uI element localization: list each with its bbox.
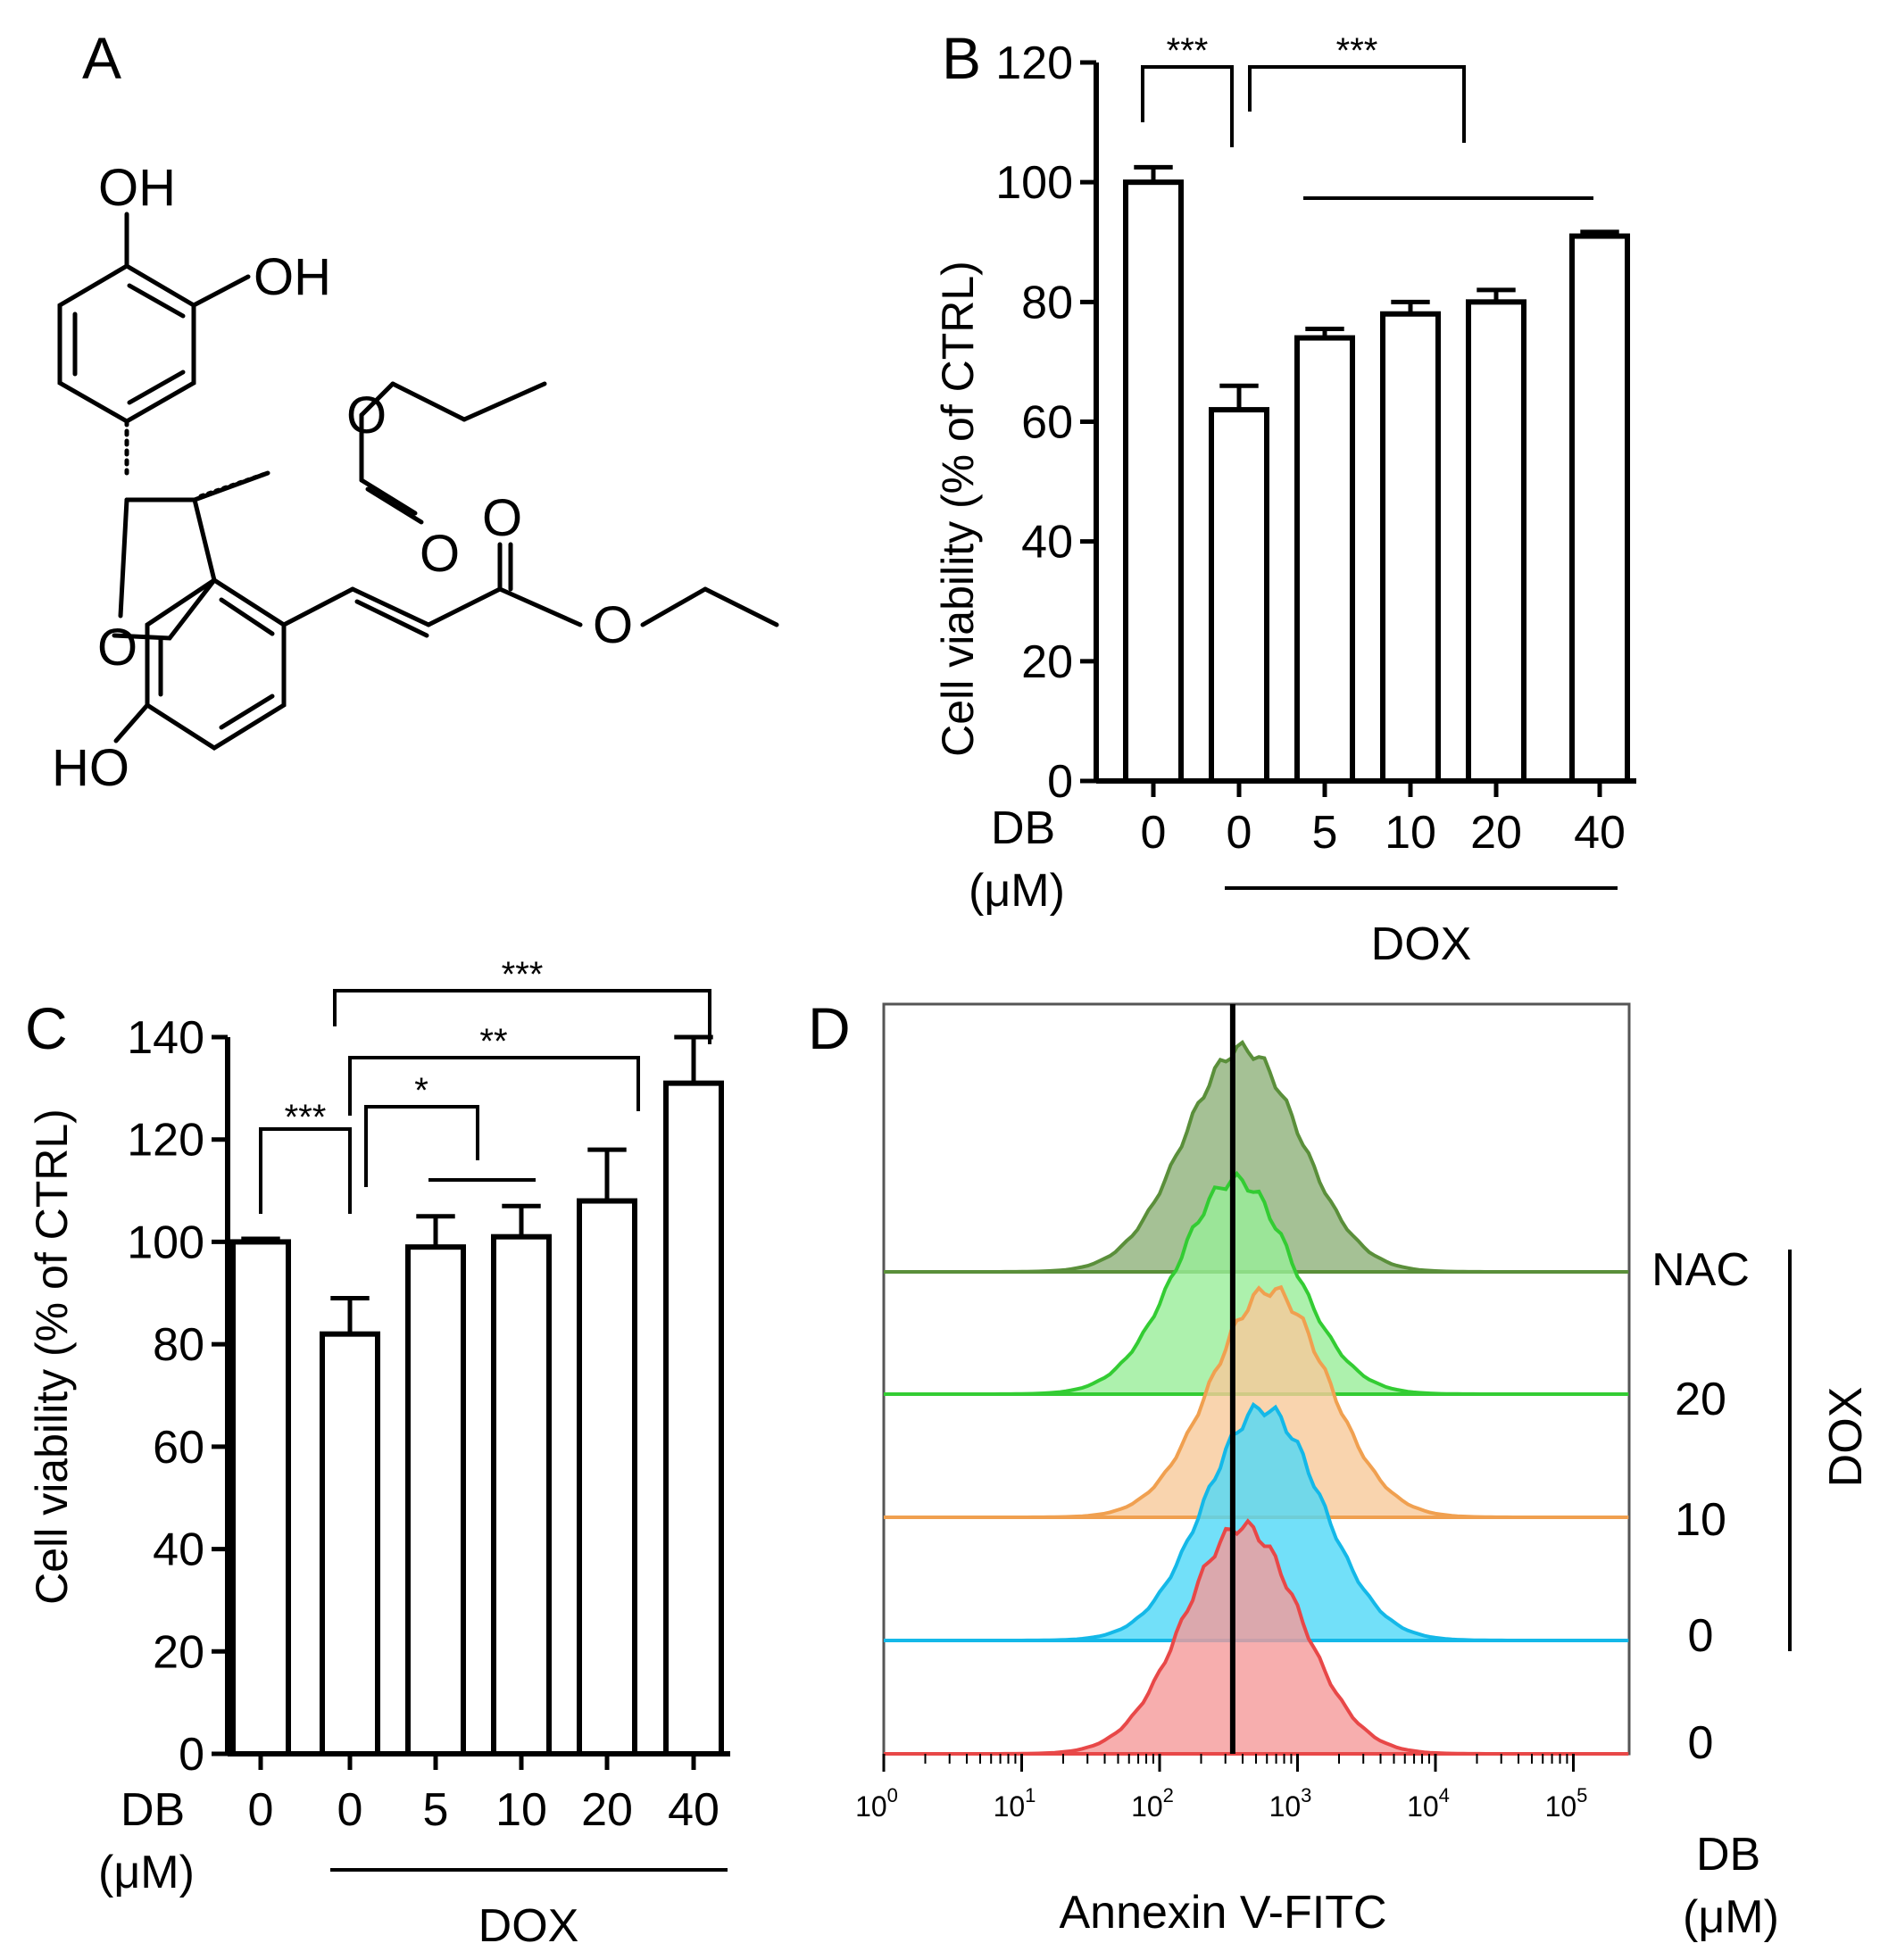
atom-label: O	[482, 489, 522, 547]
atom-label: O	[593, 596, 633, 654]
atom-label: O	[346, 386, 387, 444]
bar	[1466, 299, 1526, 785]
atom-label: OH	[254, 248, 331, 306]
panel-b-label: B	[942, 25, 981, 91]
row-label: DB	[991, 802, 1055, 854]
atom-label: O	[97, 619, 137, 677]
bar	[1209, 407, 1269, 784]
y-tick-label: 120	[995, 37, 1073, 89]
bar	[1123, 179, 1184, 784]
bar	[1380, 311, 1441, 784]
row-unit: (μM)	[969, 865, 1065, 917]
x-tick-label: 20	[1470, 807, 1522, 859]
x-tick-label: 0	[1227, 807, 1252, 859]
x-tick-label: 10	[1385, 807, 1436, 859]
y-tick-label: 20	[1021, 636, 1073, 688]
atom-labels: OH OH O O O O O HO	[52, 159, 633, 797]
significance-label: ***	[1167, 31, 1209, 71]
x-tick-label: 5	[1312, 807, 1338, 859]
panel-a-label: A	[82, 25, 121, 91]
atom-label: HO	[52, 739, 129, 797]
bar	[1294, 335, 1355, 784]
y-tick-label: 40	[1021, 517, 1073, 569]
significance-label: ***	[1336, 31, 1378, 71]
y-tick-label: 80	[1021, 277, 1073, 328]
x-tick-label: 40	[1574, 807, 1626, 859]
y-tick-label: 100	[995, 157, 1073, 209]
bar	[1569, 233, 1630, 784]
molecule-structure	[57, 212, 779, 751]
significance-bracket	[1141, 65, 1234, 147]
y-tick-label: 0	[1047, 756, 1073, 808]
atom-label: O	[420, 525, 460, 583]
x-tick-label: 0	[1141, 807, 1167, 859]
group-label: DOX	[1371, 918, 1472, 970]
y-axis-label: Cell viability (% of CTRL)	[933, 261, 983, 757]
panel-a: A	[52, 25, 779, 797]
y-tick-label: 60	[1021, 397, 1073, 449]
significance-bracket	[1248, 65, 1466, 143]
atom-label: OH	[98, 159, 176, 217]
